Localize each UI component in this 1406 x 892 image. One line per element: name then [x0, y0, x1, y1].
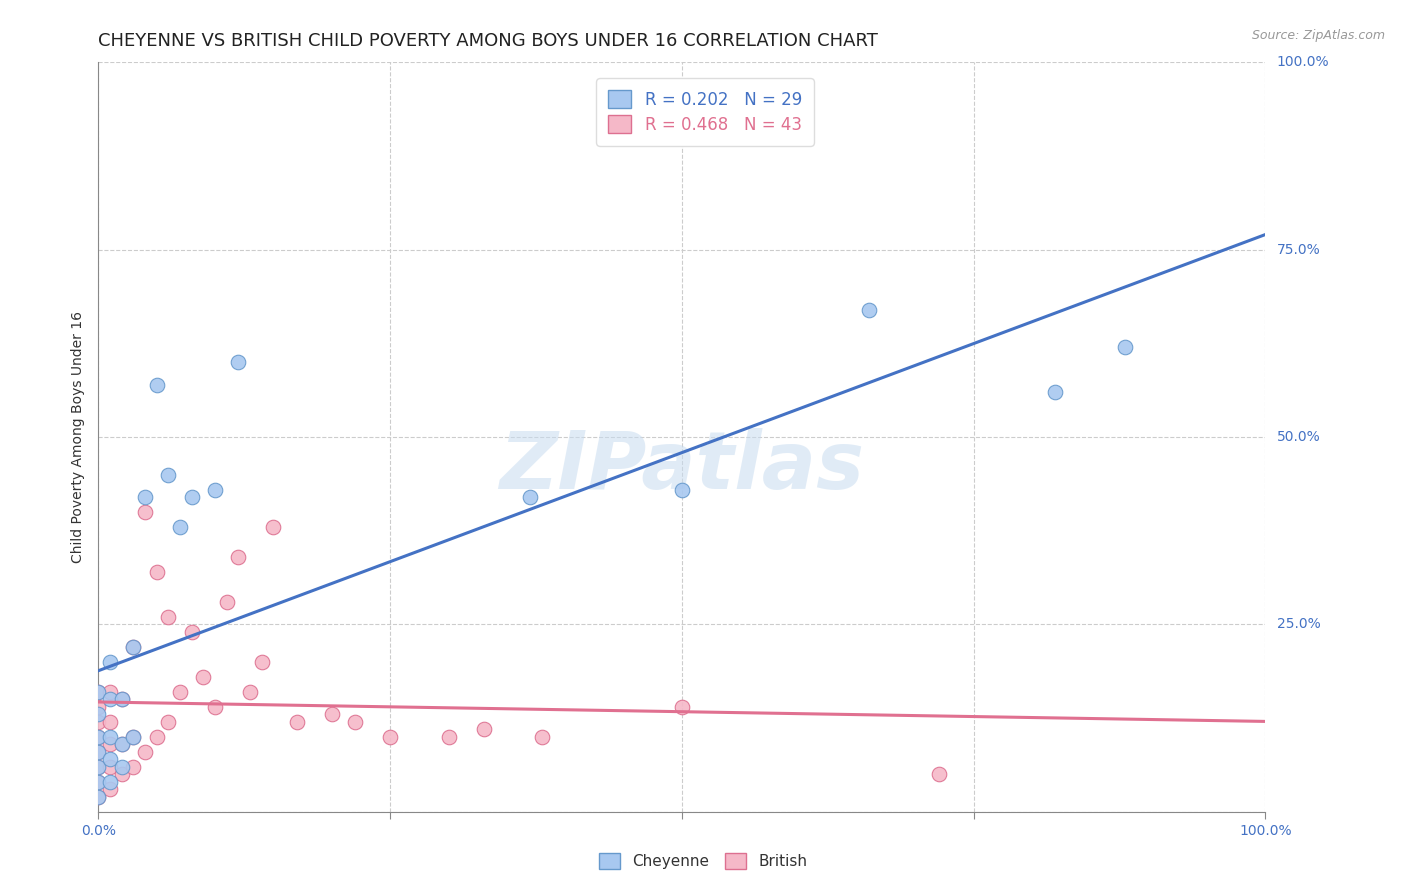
Point	[87, 699, 110, 714]
Point	[157, 610, 180, 624]
Point	[111, 692, 134, 706]
Point	[98, 714, 121, 729]
Point	[530, 730, 553, 744]
Text: 75.0%: 75.0%	[1277, 243, 1320, 257]
Point	[87, 774, 110, 789]
Point	[111, 760, 134, 774]
Point	[87, 774, 110, 789]
Point	[98, 752, 121, 766]
Point	[122, 730, 145, 744]
Point	[98, 760, 121, 774]
Point	[1045, 385, 1067, 400]
Text: ZIPatlas: ZIPatlas	[499, 428, 865, 506]
Point	[87, 685, 110, 699]
Point	[204, 699, 226, 714]
Point	[111, 737, 134, 751]
Point	[134, 745, 156, 759]
Point	[858, 302, 880, 317]
Point	[169, 685, 191, 699]
Legend: R = 0.202   N = 29, R = 0.468   N = 43: R = 0.202 N = 29, R = 0.468 N = 43	[596, 78, 814, 145]
Point	[239, 685, 262, 699]
Y-axis label: Child Poverty Among Boys Under 16: Child Poverty Among Boys Under 16	[72, 311, 86, 563]
Point	[285, 714, 308, 729]
Point	[87, 789, 110, 804]
Point	[98, 730, 121, 744]
Point	[122, 640, 145, 654]
Point	[250, 655, 273, 669]
Point	[122, 760, 145, 774]
Point	[111, 767, 134, 781]
Point	[193, 670, 215, 684]
Text: 100.0%: 100.0%	[1277, 55, 1329, 70]
Point	[344, 714, 367, 729]
Point	[671, 699, 693, 714]
Point	[146, 565, 169, 579]
Point	[134, 505, 156, 519]
Point	[146, 730, 169, 744]
Point	[87, 730, 110, 744]
Point	[928, 767, 950, 781]
Point	[146, 377, 169, 392]
Point	[134, 490, 156, 504]
Point	[671, 483, 693, 497]
Point	[215, 595, 238, 609]
Point	[380, 730, 402, 744]
Point	[157, 467, 180, 482]
Point	[180, 624, 202, 639]
Point	[98, 782, 121, 797]
Point	[87, 707, 110, 722]
Point	[169, 520, 191, 534]
Text: CHEYENNE VS BRITISH CHILD POVERTY AMONG BOYS UNDER 16 CORRELATION CHART: CHEYENNE VS BRITISH CHILD POVERTY AMONG …	[98, 32, 879, 50]
Legend: Cheyenne, British: Cheyenne, British	[593, 847, 813, 875]
Point	[98, 685, 121, 699]
Point	[87, 789, 110, 804]
Point	[321, 707, 343, 722]
Point	[98, 737, 121, 751]
Point	[98, 692, 121, 706]
Point	[87, 714, 110, 729]
Point	[87, 685, 110, 699]
Point	[87, 760, 110, 774]
Point	[1114, 340, 1136, 354]
Point	[98, 774, 121, 789]
Point	[262, 520, 284, 534]
Text: Source: ZipAtlas.com: Source: ZipAtlas.com	[1251, 29, 1385, 42]
Point	[472, 723, 495, 737]
Point	[98, 655, 121, 669]
Point	[122, 640, 145, 654]
Point	[437, 730, 460, 744]
Point	[157, 714, 180, 729]
Point	[228, 549, 250, 564]
Point	[87, 730, 110, 744]
Point	[122, 730, 145, 744]
Point	[111, 692, 134, 706]
Text: 25.0%: 25.0%	[1277, 617, 1320, 632]
Point	[87, 760, 110, 774]
Point	[87, 745, 110, 759]
Text: 50.0%: 50.0%	[1277, 430, 1320, 444]
Point	[111, 737, 134, 751]
Point	[519, 490, 541, 504]
Point	[204, 483, 226, 497]
Point	[180, 490, 202, 504]
Point	[228, 355, 250, 369]
Point	[87, 745, 110, 759]
